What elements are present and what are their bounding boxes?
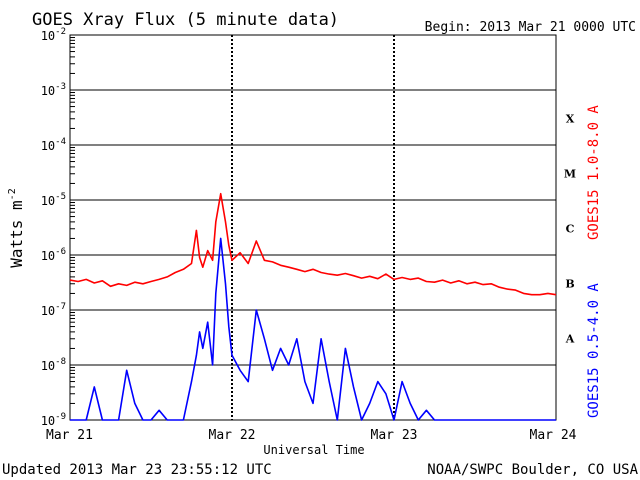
series-line-short-channel: [70, 237, 556, 421]
y-tick-label: 10-7: [41, 302, 66, 318]
x-tick-label: Mar 24: [530, 428, 577, 443]
y-tick-base: 10: [41, 194, 55, 208]
y-axis-label-sup: -2: [7, 188, 18, 200]
y-tick-exp: -6: [55, 247, 66, 257]
chart-title: GOES Xray Flux (5 minute data): [32, 10, 339, 30]
x-tick-label: Mar 23: [371, 428, 418, 443]
y-tick-base: 10: [41, 29, 55, 43]
updated-label: Updated 2013 Mar 23 23:55:12 UTC: [2, 462, 272, 478]
legend-short-channel: GOES15 0.5-4.0 A: [586, 283, 602, 418]
y-tick-label: 10-8: [41, 357, 66, 373]
y-tick-exp: -9: [55, 412, 66, 422]
y-tick-exp: -2: [55, 27, 66, 37]
series-layer: [69, 192, 557, 421]
legend-long-channel: GOES15 1.0-8.0 A: [586, 105, 602, 240]
credit-label: NOAA/SWPC Boulder, CO USA: [427, 462, 638, 478]
y-tick-exp: -7: [55, 302, 66, 312]
y-tick-label: 10-3: [41, 82, 66, 98]
y-tick-label: 10-4: [41, 137, 66, 153]
plot-area: [69, 34, 557, 421]
flare-class-c: C: [566, 223, 575, 236]
y-tick-label: 10-2: [41, 27, 66, 43]
y-tick-base: 10: [41, 304, 55, 318]
flare-class-b: B: [565, 278, 574, 291]
begin-label: Begin: 2013 Mar 21 0000 UTC: [425, 20, 636, 35]
y-axis-label-text: Watts m: [7, 200, 26, 267]
plot-frame: [69, 34, 557, 421]
flare-class-x: X: [566, 113, 575, 126]
y-axis-label: Watts m-2: [7, 188, 26, 267]
y-tick-exp: -5: [55, 192, 66, 202]
x-tick-label: Mar 21: [46, 428, 93, 443]
y-axis-ticks: 10-910-810-710-610-510-410-310-2: [41, 27, 75, 428]
y-tick-label: 10-5: [41, 192, 66, 208]
y-tick-exp: -3: [55, 82, 66, 92]
x-tick-label: Mar 22: [209, 428, 256, 443]
flare-class-m: M: [564, 168, 576, 181]
y-tick-exp: -4: [55, 137, 66, 147]
y-tick-exp: -8: [55, 357, 66, 367]
y-tick-base: 10: [41, 414, 55, 428]
y-tick-base: 10: [41, 249, 55, 263]
y-tick-label: 10-9: [41, 412, 66, 428]
y-tick-base: 10: [41, 359, 55, 373]
x-axis-ticks: Mar 21 Mar 22 Mar 23 Mar 24: [46, 428, 577, 443]
series-line-long-channel: [69, 192, 557, 296]
flare-class-a: A: [565, 333, 575, 346]
y-tick-base: 10: [41, 84, 55, 98]
flare-class-labels: A B C M X: [564, 113, 576, 346]
y-tick-base: 10: [41, 139, 55, 153]
x-axis-label: Universal Time: [263, 443, 364, 457]
horizontal-grid: [70, 89, 556, 366]
y-tick-label: 10-6: [41, 247, 66, 263]
